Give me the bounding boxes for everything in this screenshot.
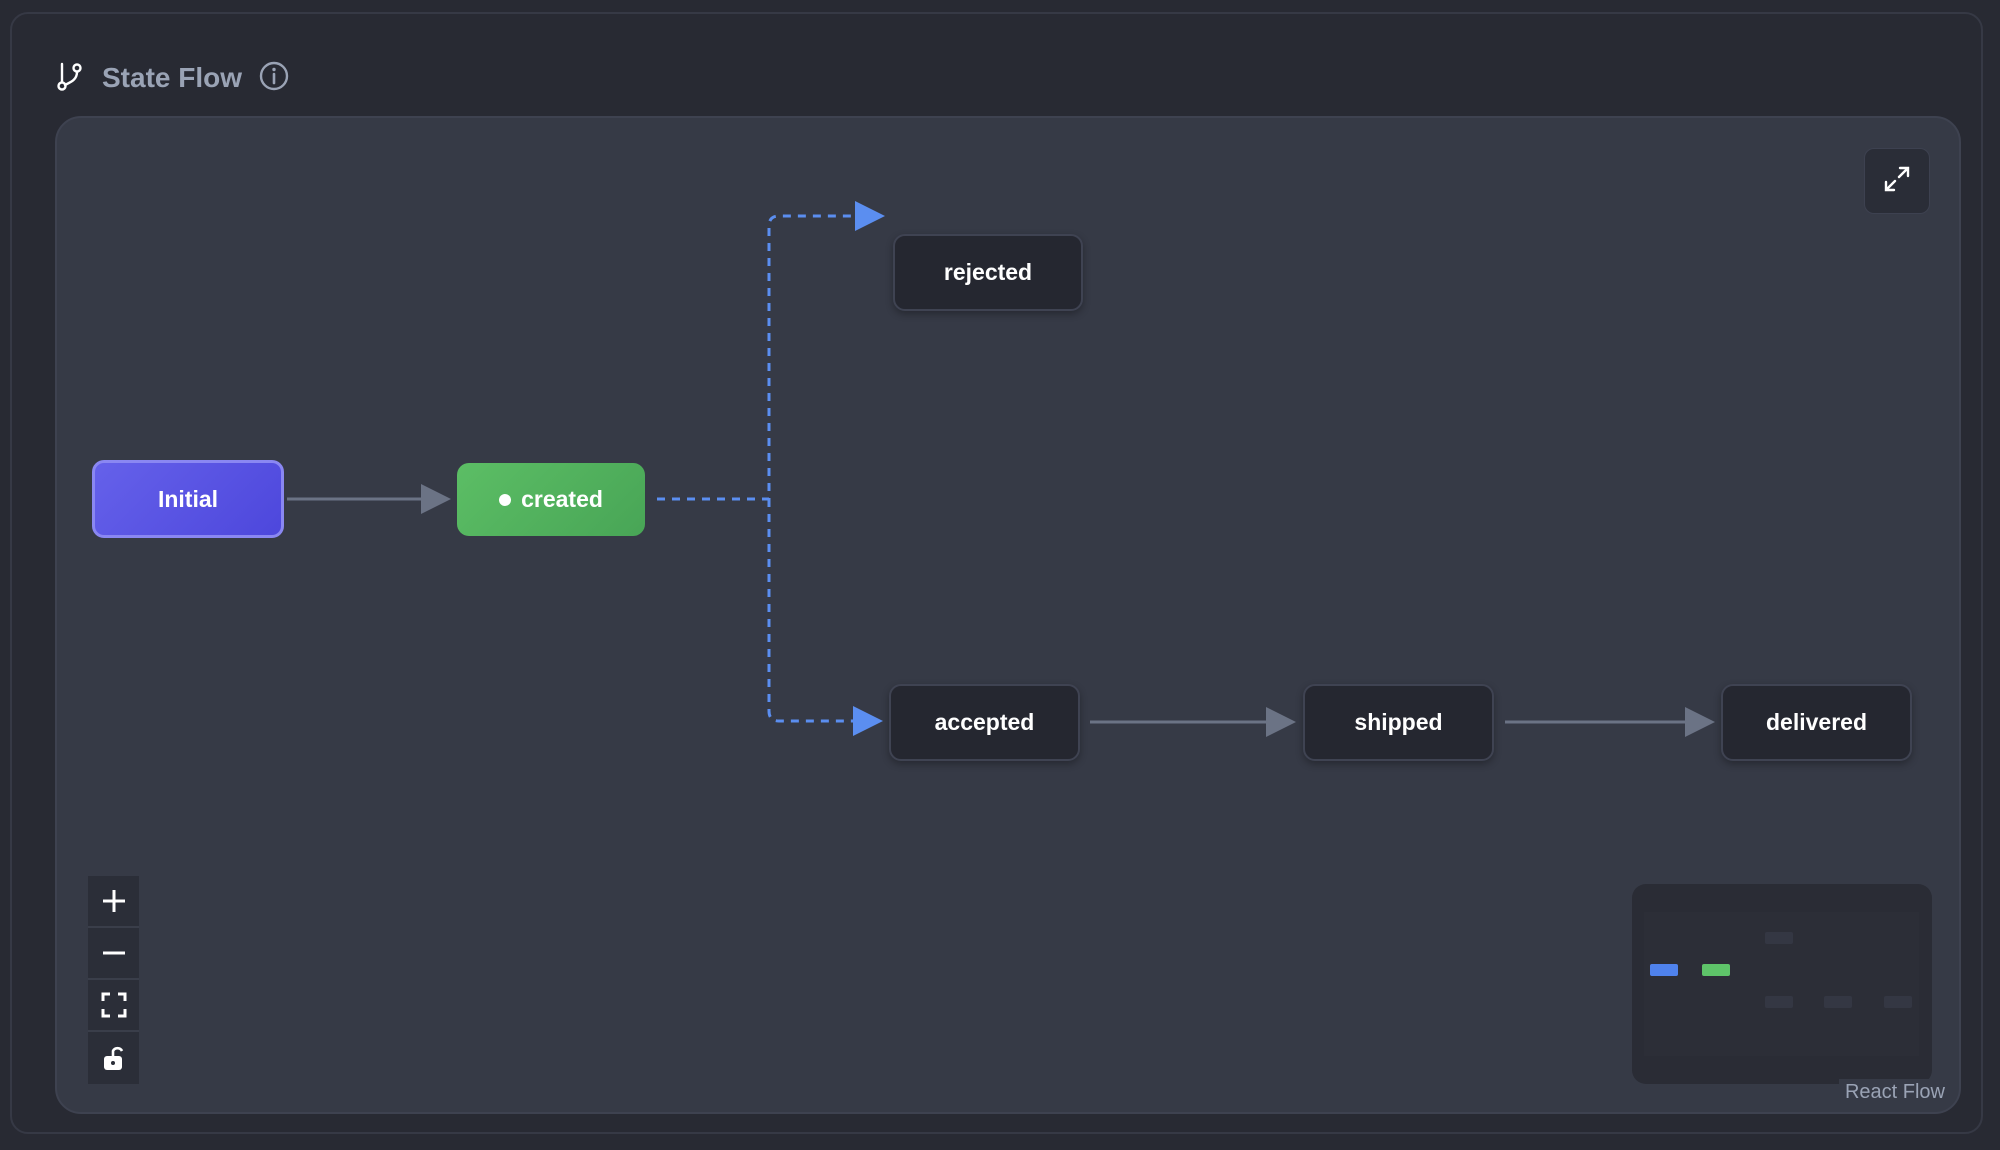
node-label: created — [521, 486, 603, 512]
flow-controls — [88, 876, 139, 1084]
minus-icon — [102, 951, 125, 955]
fullscreen-button[interactable] — [1864, 148, 1930, 214]
unlock-icon — [103, 1046, 123, 1070]
plus-icon — [102, 890, 125, 912]
flow-canvas[interactable]: Initial created rejected accepted shippe… — [55, 116, 1961, 1114]
minimap[interactable] — [1632, 884, 1932, 1084]
panel-header: State Flow — [56, 58, 290, 98]
node-label: delivered — [1766, 709, 1867, 735]
minimap-node-initial — [1650, 964, 1678, 976]
node-created[interactable]: created — [457, 463, 645, 536]
minimap-node-created — [1702, 964, 1730, 976]
node-shipped[interactable]: shipped — [1303, 684, 1494, 761]
node-label: accepted — [934, 709, 1035, 735]
zoom-out-button[interactable] — [88, 928, 139, 980]
minimap-node-delivered — [1884, 996, 1912, 1008]
fit-view-icon — [101, 992, 126, 1018]
node-accepted[interactable]: accepted — [889, 684, 1080, 761]
node-rejected[interactable]: rejected — [893, 234, 1083, 311]
minimap-node-shipped — [1824, 996, 1852, 1008]
node-label: Initial — [157, 485, 219, 512]
node-label: rejected — [943, 259, 1033, 285]
state-flow-panel: State Flow Initial created rejected — [10, 12, 1983, 1134]
expand-icon — [1882, 164, 1912, 199]
node-label: shipped — [1354, 709, 1443, 735]
lock-button[interactable] — [88, 1032, 139, 1084]
react-flow-attribution[interactable]: React Flow — [1838, 1079, 1951, 1106]
node-initial[interactable]: Initial — [92, 460, 284, 538]
edge-created-accepted — [767, 499, 883, 736]
panel-title: State Flow — [102, 62, 243, 93]
info-icon[interactable] — [258, 60, 290, 97]
fit-view-button[interactable] — [88, 980, 139, 1032]
minimap-node-accepted — [1765, 996, 1793, 1008]
git-branch-icon — [56, 61, 84, 96]
edges-layer — [287, 201, 1715, 737]
node-delivered[interactable]: delivered — [1721, 684, 1912, 761]
minimap-node-rejected — [1765, 932, 1793, 944]
zoom-in-button[interactable] — [88, 876, 139, 928]
current-state-dot-icon — [499, 493, 512, 506]
edge-created-rejected — [657, 201, 885, 501]
